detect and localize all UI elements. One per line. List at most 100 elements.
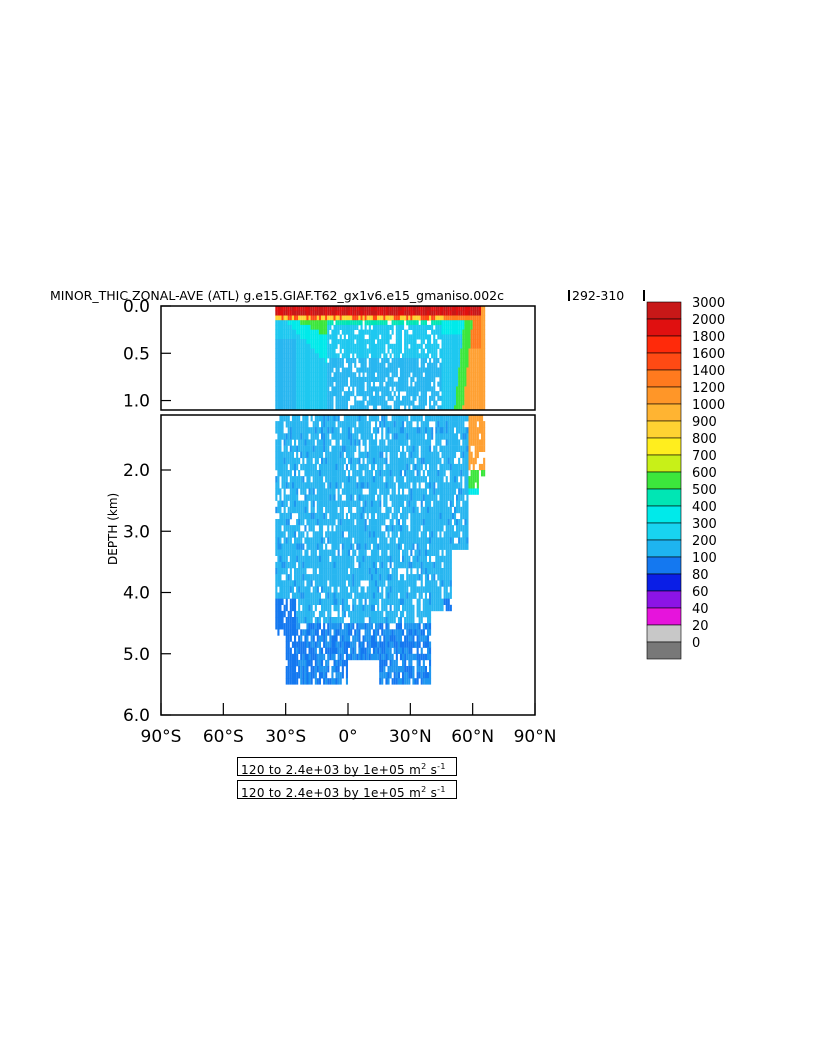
field-cell bbox=[306, 343, 309, 349]
field-cell bbox=[462, 376, 465, 382]
field-cell bbox=[364, 653, 367, 661]
field-cell bbox=[287, 525, 290, 532]
field-cell bbox=[341, 592, 344, 599]
field-cell bbox=[291, 348, 294, 354]
field-cell bbox=[279, 519, 282, 526]
field-cell bbox=[306, 470, 309, 477]
field-cell bbox=[424, 421, 427, 428]
field-cell bbox=[348, 537, 351, 544]
field-cell bbox=[333, 445, 336, 452]
field-cell bbox=[285, 362, 288, 368]
field-cell bbox=[279, 386, 282, 392]
field-cell bbox=[352, 488, 355, 495]
field-cell bbox=[439, 592, 442, 599]
field-cell bbox=[314, 386, 317, 392]
field-cell bbox=[379, 320, 382, 326]
field-cell bbox=[323, 320, 326, 326]
field-cell bbox=[441, 476, 444, 483]
field-cell bbox=[393, 372, 396, 378]
field-cell bbox=[447, 445, 450, 452]
field-cell bbox=[285, 306, 288, 312]
field-cell bbox=[402, 427, 405, 434]
field-cell bbox=[441, 519, 444, 526]
field-cell bbox=[329, 574, 332, 581]
field-cell bbox=[366, 476, 369, 483]
field-cell bbox=[412, 555, 415, 563]
field-cell bbox=[333, 574, 336, 581]
field-cell bbox=[345, 324, 348, 330]
field-cell bbox=[275, 610, 278, 618]
field-cell bbox=[343, 415, 346, 422]
field-cell bbox=[433, 580, 436, 587]
field-cell bbox=[397, 391, 400, 397]
field-cell bbox=[389, 574, 392, 581]
field-cell bbox=[300, 574, 303, 581]
field-cell bbox=[306, 362, 309, 368]
field-cell bbox=[356, 623, 359, 630]
field-cell bbox=[470, 315, 473, 321]
field-cell bbox=[416, 629, 419, 636]
field-cell bbox=[449, 427, 452, 434]
field-cell bbox=[399, 463, 402, 471]
field-cell bbox=[314, 310, 317, 316]
field-cell bbox=[449, 400, 452, 406]
field-cell bbox=[360, 549, 363, 556]
field-cell bbox=[416, 543, 419, 550]
field-cell bbox=[406, 433, 409, 440]
field-cell bbox=[302, 343, 305, 349]
field-cell bbox=[445, 376, 448, 382]
field-cell bbox=[389, 315, 392, 321]
field-cell bbox=[447, 463, 450, 471]
field-cell bbox=[327, 457, 330, 465]
field-cell bbox=[298, 306, 301, 312]
field-cell bbox=[395, 604, 398, 612]
field-cell bbox=[335, 439, 338, 446]
field-cell bbox=[337, 463, 340, 471]
field-cell bbox=[289, 653, 292, 661]
field-cell bbox=[424, 672, 427, 679]
field-cell bbox=[362, 647, 365, 654]
field-cell bbox=[427, 372, 430, 378]
field-cell bbox=[389, 494, 392, 501]
field-cell bbox=[418, 381, 421, 387]
field-cell bbox=[370, 451, 373, 459]
field-cell bbox=[427, 672, 430, 679]
field-cell bbox=[310, 372, 313, 378]
field-cell bbox=[445, 310, 448, 316]
field-cell bbox=[348, 470, 351, 477]
field-cell bbox=[420, 494, 423, 501]
field-cell bbox=[435, 476, 438, 483]
field-cell bbox=[358, 451, 361, 459]
field-cell bbox=[335, 555, 338, 563]
field-cell bbox=[312, 629, 315, 636]
field-cell bbox=[350, 334, 353, 340]
field-cell bbox=[435, 457, 438, 465]
field-cell bbox=[316, 531, 319, 538]
field-cell bbox=[414, 395, 417, 401]
field-cell bbox=[323, 433, 326, 440]
field-cell bbox=[454, 386, 457, 392]
field-cell bbox=[427, 586, 430, 593]
field-cell bbox=[439, 470, 442, 477]
field-cell bbox=[343, 635, 346, 642]
field-cell bbox=[298, 659, 301, 667]
field-cell bbox=[424, 353, 427, 359]
field-cell bbox=[447, 372, 450, 378]
field-cell bbox=[418, 519, 421, 526]
field-cell bbox=[354, 427, 357, 434]
field-cell bbox=[420, 457, 423, 465]
field-cell bbox=[397, 405, 400, 411]
field-cell bbox=[368, 334, 371, 340]
field-cell bbox=[372, 439, 375, 446]
field-cell bbox=[308, 659, 311, 667]
field-cell bbox=[300, 362, 303, 368]
field-cell bbox=[302, 451, 305, 459]
field-cell bbox=[337, 580, 340, 587]
field-cell bbox=[368, 451, 371, 459]
field-cell bbox=[343, 445, 346, 452]
field-cell bbox=[300, 617, 303, 624]
field-cell bbox=[433, 586, 436, 593]
field-cell bbox=[291, 506, 294, 514]
field-cell bbox=[327, 537, 330, 544]
field-cell bbox=[298, 543, 301, 550]
